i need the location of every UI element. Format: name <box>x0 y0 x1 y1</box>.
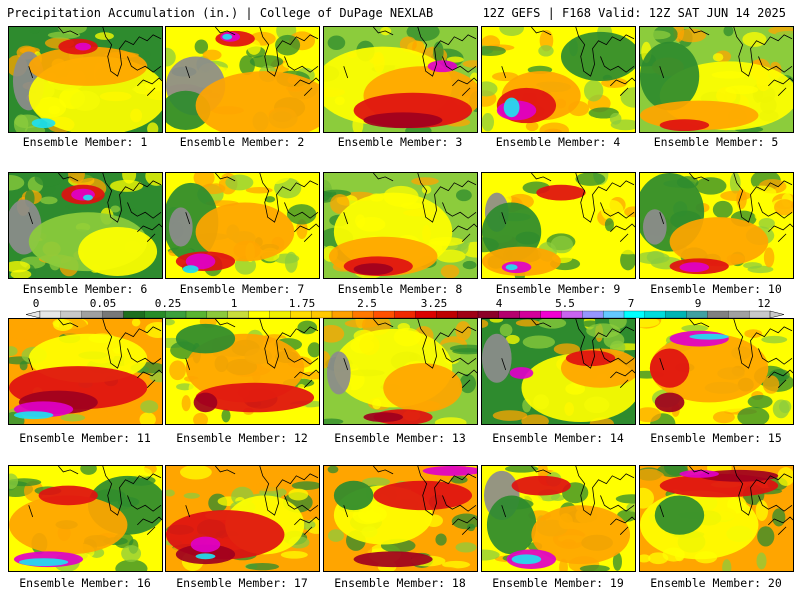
precip-map <box>482 173 635 278</box>
run-valid-time: 12Z GEFS | F168 Valid: 12Z SAT JUN 14 20… <box>482 6 786 20</box>
ensemble-map-panel <box>481 465 636 572</box>
ensemble-member-label: Ensemble Member: 13 <box>334 431 466 445</box>
colorbar-tick-label: 12 <box>757 297 771 310</box>
colorbar-tick-label: 7 <box>627 297 635 310</box>
ensemble-map-panel <box>639 318 794 425</box>
ensemble-map-panel <box>165 318 320 425</box>
ensemble-map-panel <box>639 26 794 133</box>
colorbar-tick-label: 3.25 <box>420 297 448 310</box>
precip-map <box>9 27 162 132</box>
ensemble-map-panel <box>639 465 794 572</box>
precip-map <box>482 319 635 424</box>
precip-map <box>324 319 477 424</box>
ensemble-member-label: Ensemble Member: 5 <box>653 135 779 149</box>
precip-map <box>9 466 162 571</box>
ensemble-member-label: Ensemble Member: 20 <box>650 576 782 590</box>
ensemble-member-label: Ensemble Member: 1 <box>22 135 148 149</box>
precip-colorbar <box>25 310 785 319</box>
colorbar-tick-label: 4 <box>495 297 503 310</box>
ensemble-map-panel <box>323 172 478 279</box>
ensemble-map-panel <box>323 318 478 425</box>
ensemble-member-label: Ensemble Member: 8 <box>337 282 463 296</box>
precip-map <box>324 466 477 571</box>
ensemble-member-label: Ensemble Member: 2 <box>179 135 305 149</box>
colorbar-tick-label: 0.05 <box>89 297 117 310</box>
precip-map <box>9 319 162 424</box>
ensemble-map-panel <box>165 26 320 133</box>
colorbar-tick-label: 0 <box>32 297 40 310</box>
colorbar-tick-label: 0.25 <box>154 297 182 310</box>
ensemble-member-label: Ensemble Member: 9 <box>495 282 621 296</box>
colorbar-tick-label: 1.75 <box>288 297 316 310</box>
precip-map <box>166 466 319 571</box>
precip-map <box>166 173 319 278</box>
ensemble-map-panel <box>481 318 636 425</box>
colorbar-tick-label: 5.5 <box>555 297 575 310</box>
ensemble-map-panel <box>165 172 320 279</box>
ensemble-member-label: Ensemble Member: 14 <box>492 431 624 445</box>
ensemble-map-panel <box>165 465 320 572</box>
ensemble-map-panel <box>8 318 163 425</box>
page-title: Precipitation Accumulation (in.) | Colle… <box>7 6 434 20</box>
precip-map <box>166 27 319 132</box>
precip-map <box>324 173 477 278</box>
ensemble-member-label: Ensemble Member: 4 <box>495 135 621 149</box>
precip-map <box>640 27 793 132</box>
ensemble-member-label: Ensemble Member: 19 <box>492 576 624 590</box>
ensemble-map-panel <box>639 172 794 279</box>
ensemble-member-label: Ensemble Member: 7 <box>179 282 305 296</box>
ensemble-member-label: Ensemble Member: 16 <box>19 576 151 590</box>
ensemble-map-panel <box>8 26 163 133</box>
ensemble-member-label: Ensemble Member: 11 <box>19 431 151 445</box>
precip-map <box>9 173 162 278</box>
ensemble-map-panel <box>8 172 163 279</box>
precip-map <box>640 319 793 424</box>
ensemble-map-panel <box>8 465 163 572</box>
ensemble-member-label: Ensemble Member: 12 <box>176 431 308 445</box>
precip-map <box>640 466 793 571</box>
ensemble-map-panel <box>323 26 478 133</box>
ensemble-member-label: Ensemble Member: 17 <box>176 576 308 590</box>
ensemble-member-label: Ensemble Member: 10 <box>650 282 782 296</box>
ensemble-member-label: Ensemble Member: 6 <box>22 282 148 296</box>
ensemble-map-panel <box>481 26 636 133</box>
precip-map <box>482 27 635 132</box>
colorbar-tick-label: 9 <box>694 297 702 310</box>
precip-map <box>324 27 477 132</box>
colorbar-tick-label: 2.5 <box>357 297 377 310</box>
precip-map <box>482 466 635 571</box>
ensemble-member-label: Ensemble Member: 18 <box>334 576 466 590</box>
ensemble-map-panel <box>481 172 636 279</box>
ensemble-member-label: Ensemble Member: 3 <box>337 135 463 149</box>
precip-map <box>166 319 319 424</box>
ensemble-member-label: Ensemble Member: 15 <box>650 431 782 445</box>
ensemble-map-panel <box>323 465 478 572</box>
colorbar-tick-label: 1 <box>230 297 238 310</box>
precip-map <box>640 173 793 278</box>
